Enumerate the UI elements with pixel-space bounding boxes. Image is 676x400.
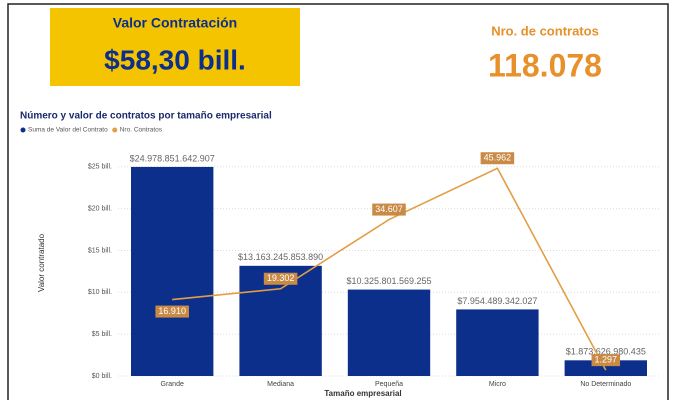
x-tick-label: No Determinado: [580, 381, 631, 388]
card-value: 118.078: [488, 47, 602, 83]
bar: [456, 309, 539, 376]
x-tick-label: Micro: [489, 381, 506, 388]
line-value-label: 45.962: [484, 153, 512, 163]
bar: [564, 360, 647, 376]
y-tick-label: $10 bill.: [88, 289, 112, 296]
legend-label: Nro. Contratos: [120, 127, 163, 134]
x-tick-label: Grande: [161, 381, 184, 388]
bar: [131, 166, 214, 376]
card-background: [50, 8, 300, 86]
chart-title: Número y valor de contratos por tamaño e…: [20, 111, 272, 122]
y-tick-label: $25 bill.: [88, 164, 112, 171]
line-value-label: 16.910: [158, 306, 186, 316]
bar-value-label: $7.954.489.342.027: [457, 296, 537, 306]
bar: [347, 289, 431, 376]
line-value-label: 19.302: [267, 273, 295, 283]
y-tick-label: $15 bill.: [88, 247, 112, 254]
y-axis-label: Valor contratado: [37, 233, 46, 292]
line-label-background: [591, 354, 621, 367]
legend-label: Suma de Valor del Contrato: [28, 127, 108, 134]
line-label-background: [480, 152, 515, 165]
card-value: $58,30 bill.: [104, 44, 246, 75]
y-tick-label: $20 bill.: [88, 205, 112, 212]
line: [172, 167, 607, 371]
line-label-background: [155, 305, 189, 318]
y-tick-label: $5 bill.: [92, 331, 112, 338]
x-axis-label: Tamaño empresarial: [324, 389, 401, 398]
legend-marker: [20, 127, 26, 133]
bar-value-label: $13.163.245.853.890: [238, 252, 323, 262]
card-title: Nro. de contratos: [491, 23, 599, 38]
line-label-background: [263, 272, 298, 285]
x-tick-label: Pequeña: [375, 381, 403, 388]
legend-marker: [112, 127, 118, 133]
bar-value-label: $24.978.851.642.907: [130, 153, 215, 163]
line-value-label: 1.297: [595, 355, 618, 365]
x-tick-label: Mediana: [267, 381, 294, 388]
bar-value-label: $1.873.626.980.435: [566, 347, 646, 357]
line-label-background: [372, 203, 406, 216]
line-value-label: 34.607: [375, 204, 403, 214]
card-title: Valor Contratación: [113, 15, 237, 31]
y-tick-label: $0 bill.: [92, 373, 112, 380]
bar-value-label: $10.325.801.569.255: [346, 276, 431, 286]
